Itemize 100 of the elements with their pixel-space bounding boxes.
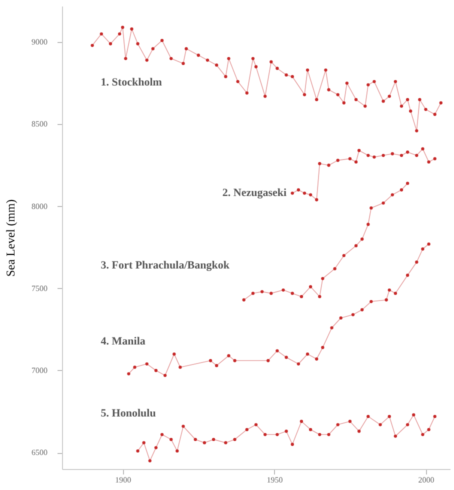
point <box>406 423 410 426</box>
point <box>327 88 330 92</box>
point <box>415 129 418 132</box>
point <box>406 150 410 154</box>
point <box>415 154 418 157</box>
point <box>160 432 164 436</box>
point <box>336 423 340 426</box>
point <box>427 428 430 432</box>
point <box>290 75 294 78</box>
point <box>315 98 318 102</box>
point <box>182 424 185 428</box>
point <box>276 66 279 70</box>
x-tick-label: 2000 <box>418 476 434 484</box>
point <box>382 100 385 103</box>
x-tick-label: 1900 <box>115 476 132 484</box>
point <box>388 414 391 418</box>
point <box>245 428 248 432</box>
point <box>336 158 340 162</box>
point <box>308 285 312 288</box>
point <box>254 423 258 426</box>
point <box>342 101 346 104</box>
point <box>182 62 185 66</box>
point <box>194 438 197 442</box>
point <box>172 352 176 356</box>
point <box>366 154 370 157</box>
point <box>224 441 228 444</box>
point <box>366 83 370 86</box>
point <box>360 308 364 312</box>
y-axis-title: Sea Level (mm) <box>4 199 18 277</box>
point <box>306 68 310 72</box>
point <box>406 182 410 185</box>
point <box>306 352 310 356</box>
series-label: 1. Stockholm <box>100 76 162 88</box>
point <box>236 80 240 84</box>
point <box>308 428 312 432</box>
point <box>415 260 418 264</box>
point <box>184 47 188 50</box>
point <box>206 58 210 62</box>
point <box>136 449 140 453</box>
point <box>251 292 255 295</box>
point <box>233 438 236 442</box>
point <box>290 192 294 195</box>
point <box>424 108 428 112</box>
point <box>251 56 255 60</box>
point <box>406 274 410 277</box>
point <box>357 148 361 152</box>
y-tick-label: 7000 <box>32 366 48 375</box>
point <box>409 110 412 113</box>
point <box>321 346 324 350</box>
point <box>118 32 122 36</box>
point <box>318 295 322 298</box>
point <box>176 449 179 453</box>
point <box>354 98 358 102</box>
point <box>364 104 367 108</box>
point <box>345 82 349 85</box>
point <box>170 438 173 442</box>
point <box>227 354 230 358</box>
point <box>151 47 155 50</box>
point <box>170 56 173 60</box>
point <box>300 420 304 423</box>
point <box>264 94 267 98</box>
point <box>302 192 306 195</box>
y-tick-label: 8000 <box>32 202 48 211</box>
point <box>142 441 146 444</box>
point <box>394 80 398 84</box>
point <box>290 292 294 295</box>
point <box>321 276 324 280</box>
point <box>400 188 404 192</box>
point <box>136 42 140 46</box>
point <box>433 112 436 116</box>
point <box>215 64 218 67</box>
series-label: 4. Manila <box>100 336 146 348</box>
point <box>208 359 212 362</box>
point <box>366 222 370 226</box>
x-tick-label: 1950 <box>266 476 283 484</box>
point <box>227 56 230 60</box>
point <box>145 362 148 366</box>
point <box>333 267 336 270</box>
point <box>366 414 370 418</box>
y-tick-label: 9000 <box>32 38 48 47</box>
point <box>276 432 279 436</box>
line-series <box>290 147 436 202</box>
point <box>390 193 394 196</box>
point <box>439 101 442 104</box>
y-tick-label: 6500 <box>32 448 48 458</box>
point <box>412 413 416 416</box>
point <box>394 434 398 438</box>
point <box>121 26 124 29</box>
point <box>348 420 352 423</box>
point <box>108 42 112 46</box>
point <box>260 290 264 294</box>
point <box>302 93 306 96</box>
point <box>427 242 430 246</box>
point <box>284 430 288 433</box>
point <box>330 326 334 330</box>
point <box>354 244 358 248</box>
point <box>382 154 385 157</box>
point <box>421 247 424 251</box>
point <box>124 56 128 60</box>
point <box>370 300 373 304</box>
